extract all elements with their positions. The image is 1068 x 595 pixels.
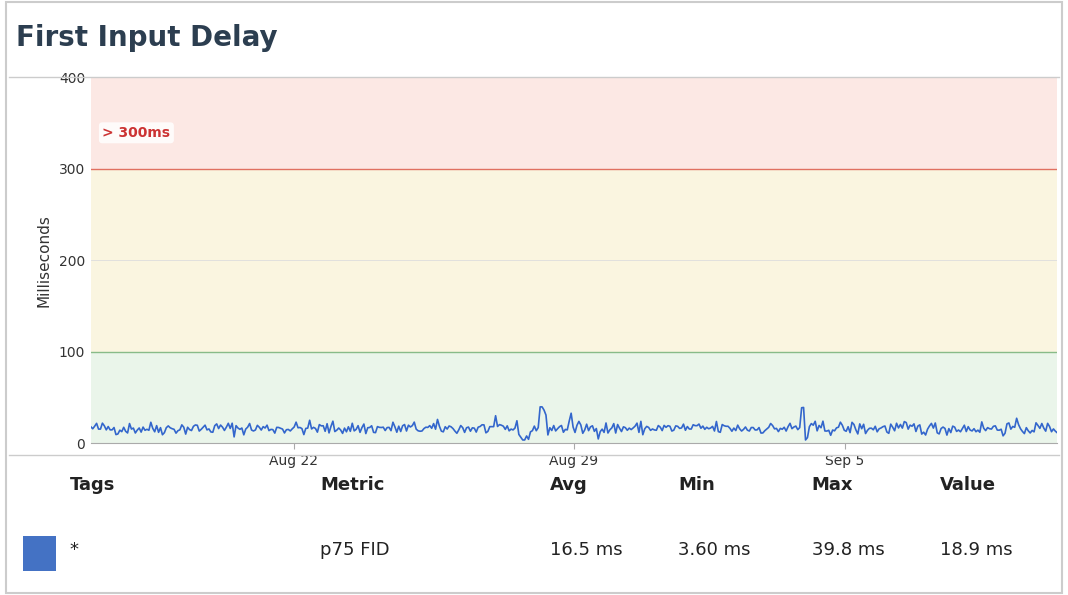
Text: 3.60 ms: 3.60 ms <box>678 541 751 559</box>
Text: Avg: Avg <box>550 476 587 494</box>
Text: First Input Delay: First Input Delay <box>16 24 278 52</box>
Text: Max: Max <box>812 476 853 494</box>
Text: Tags: Tags <box>69 476 114 494</box>
Bar <box>91 169 1057 352</box>
Text: > 300ms: > 300ms <box>103 126 171 140</box>
Bar <box>91 77 1057 169</box>
Y-axis label: Milliseconds: Milliseconds <box>37 214 52 307</box>
Text: Metric: Metric <box>320 476 384 494</box>
Bar <box>91 352 1057 443</box>
Text: Value: Value <box>940 476 995 494</box>
Text: *: * <box>69 541 78 559</box>
Text: 18.9 ms: 18.9 ms <box>940 541 1012 559</box>
Text: 16.5 ms: 16.5 ms <box>550 541 623 559</box>
Text: p75 FID: p75 FID <box>320 541 390 559</box>
Text: 39.8 ms: 39.8 ms <box>812 541 884 559</box>
Text: Min: Min <box>678 476 714 494</box>
